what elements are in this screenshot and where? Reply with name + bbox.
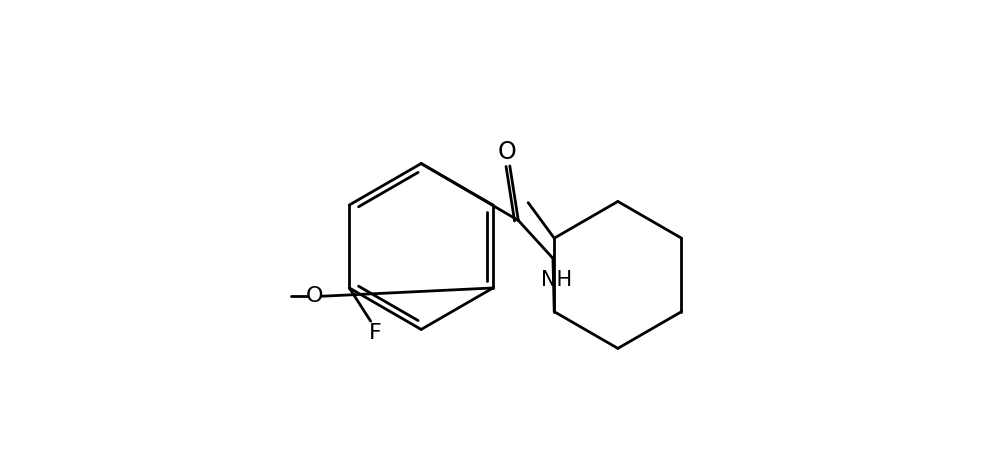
Text: NH: NH — [541, 270, 572, 290]
Text: F: F — [369, 323, 382, 343]
Text: O: O — [306, 286, 323, 306]
Text: O: O — [498, 140, 517, 164]
